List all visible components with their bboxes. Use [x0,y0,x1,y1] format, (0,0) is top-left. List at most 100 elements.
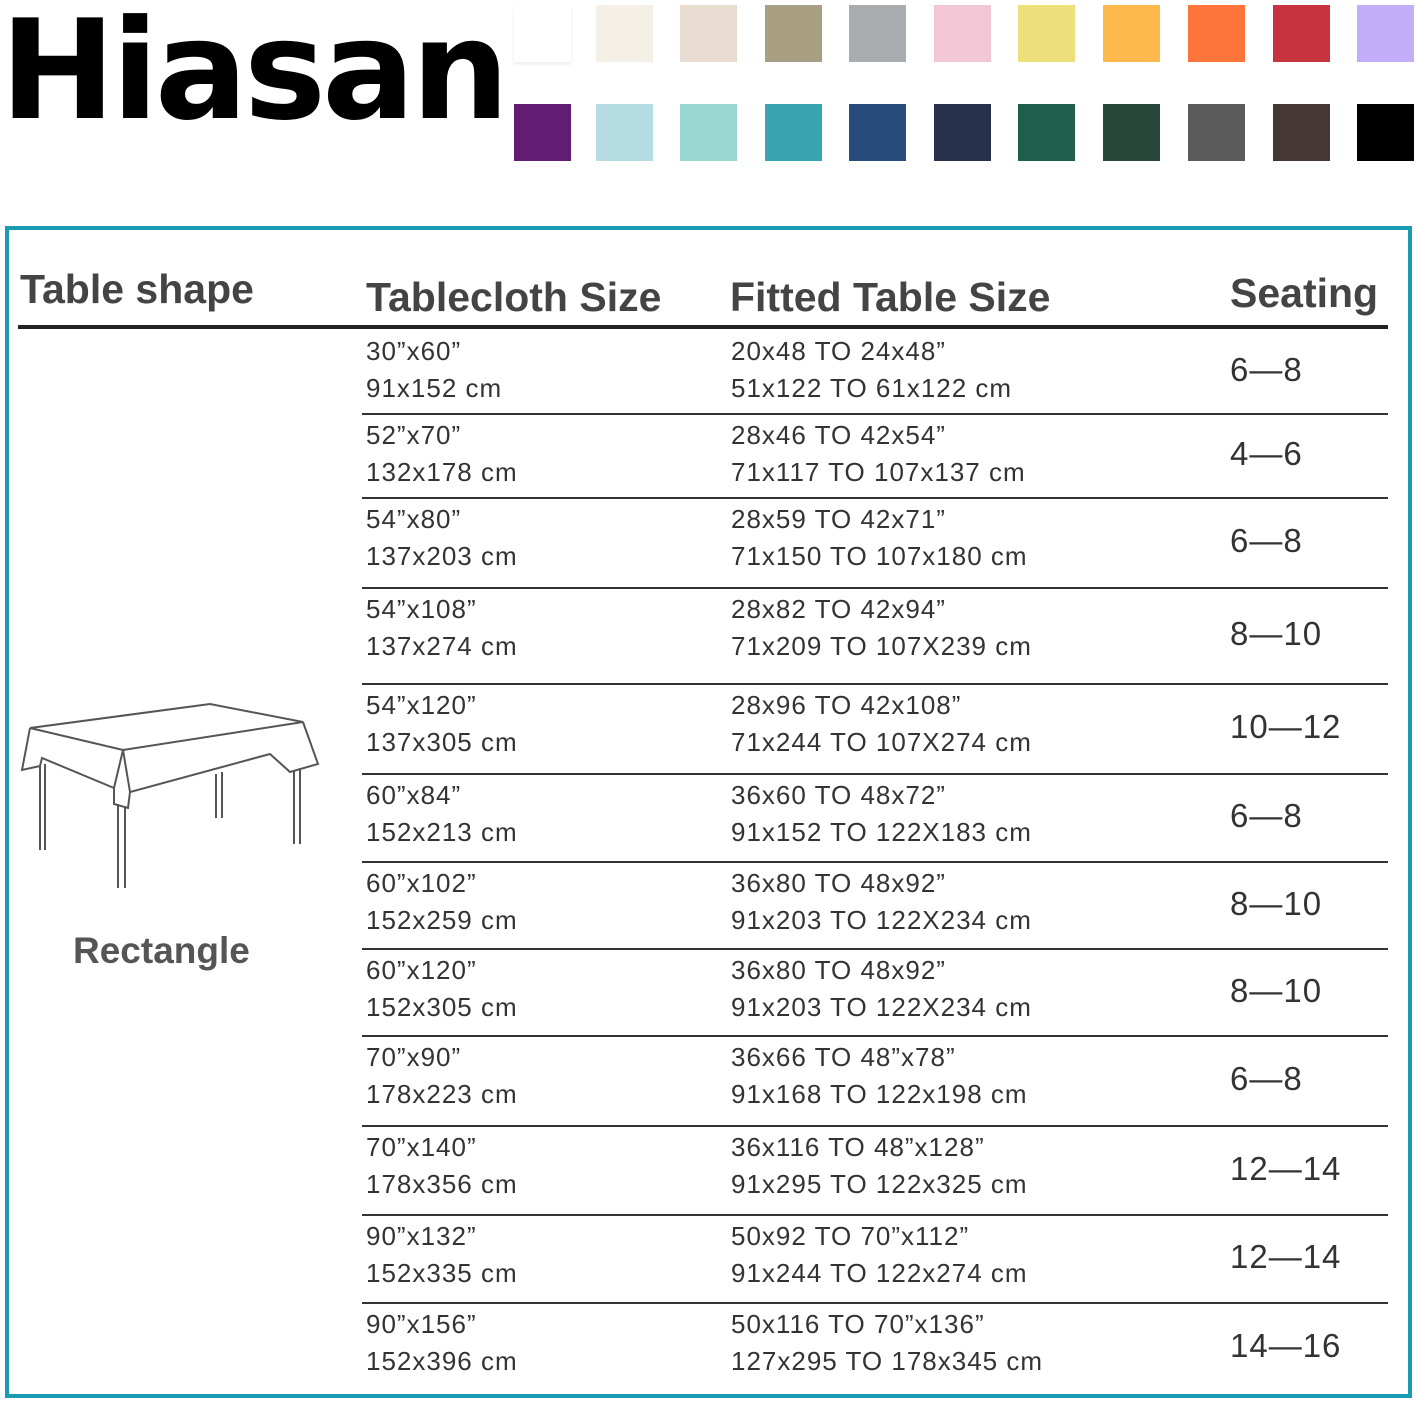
fitted-size-cm: 91x203 TO 122X234 cm [731,992,1032,1022]
table-row: 60”x120” 152x305 cm 36x80 TO 48x92” 91x203 … [362,950,1388,1037]
table-row: 90”x132” 152x335 cm 50x92 TO 70”x112” 91x24… [362,1216,1388,1304]
table-row: 54”x108” 137x274 cm 28x82 TO 42x94” 71x209 … [362,589,1388,685]
tablecloth-size-cm: 152x305 cm [366,992,518,1022]
fitted-size-cm: 91x244 TO 122x274 cm [731,1258,1028,1288]
fitted-size-inch: 50x92 TO 70”x112” [731,1221,970,1251]
seating-count: 6—8 [1230,522,1303,559]
table-row: 70”x90” 178x223 cm 36x66 TO 48”x78” 91x168 … [362,1037,1388,1127]
color-swatch [1357,5,1414,62]
rectangle-table-icon [20,702,320,888]
fitted-size-cm: 71x209 TO 107X239 cm [731,631,1032,661]
color-swatch [934,104,991,161]
color-swatch [1103,104,1160,161]
table-row: 60”x84” 152x213 cm 36x60 TO 48x72” 91x152 T… [362,775,1388,863]
fitted-size-cm: 71x150 TO 107x180 cm [731,541,1028,571]
tablecloth-size-inch: 54”x80” [366,504,462,534]
tablecloth-size-inch: 60”x84” [366,780,462,810]
tablecloth-size-inch: 60”x102” [366,868,477,898]
tablecloth-size-cm: 152x396 cm [366,1346,518,1376]
tablecloth-size-cm: 178x356 cm [366,1169,518,1199]
color-swatch [765,104,822,161]
fitted-size-inch: 28x96 TO 42x108” [731,690,962,720]
seating-count: 8—10 [1230,615,1323,652]
color-swatch [596,5,653,62]
color-swatch [596,104,653,161]
header-divider [18,325,1388,329]
fitted-size-cm: 91x295 TO 122x325 cm [731,1169,1028,1199]
tablecloth-size-inch: 52”x70” [366,420,462,450]
tablecloth-size-inch: 70”x140” [366,1132,477,1162]
tablecloth-size-inch: 30”x60” [366,336,462,366]
color-swatch [934,5,991,62]
color-swatch [1188,5,1245,62]
tablecloth-size-cm: 137x203 cm [366,541,518,571]
fitted-size-inch: 28x59 TO 42x71” [731,504,946,534]
color-swatch [1018,5,1075,62]
fitted-size-cm: 127x295 TO 178x345 cm [731,1346,1044,1376]
color-swatch [1188,104,1245,161]
tablecloth-size-inch: 60”x120” [366,955,477,985]
color-swatch [514,5,571,62]
header-tablecloth-size: Tablecloth Size [366,274,662,320]
seating-count: 6—8 [1230,1060,1303,1097]
fitted-size-cm: 71x117 TO 107x137 cm [731,457,1026,487]
color-swatch [765,5,822,62]
color-swatch [1273,5,1330,62]
fitted-size-inch: 50x116 TO 70”x136” [731,1309,985,1339]
fitted-size-inch: 36x66 TO 48”x78” [731,1042,956,1072]
color-swatch [680,5,737,62]
tablecloth-size-cm: 178x223 cm [366,1079,518,1109]
color-swatch [1273,104,1330,161]
seating-count: 12—14 [1230,1149,1342,1187]
table-row: 70”x140” 178x356 cm 36x116 TO 48”x128” 91x2… [362,1127,1388,1216]
tablecloth-size-cm: 132x178 cm [366,457,518,487]
fitted-size-cm: 51x122 TO 61x122 cm [731,373,1013,403]
color-swatch [1103,5,1160,62]
fitted-size-cm: 91x203 TO 122X234 cm [731,905,1032,935]
tablecloth-size-cm: 152x259 cm [366,905,518,935]
fitted-size-inch: 36x80 TO 48x92” [731,955,946,985]
color-swatch [849,104,906,161]
brand-logo: Hiasan [0,0,509,151]
color-swatch [1357,104,1414,161]
table-row: 54”x80” 137x203 cm 28x59 TO 42x71” 71x150 T… [362,499,1388,589]
header-table-shape: Table shape [20,266,254,312]
fitted-size-inch: 36x80 TO 48x92” [731,868,946,898]
shape-label-rectangle: Rectangle [73,930,250,971]
tablecloth-size-cm: 91x152 cm [366,373,503,403]
seating-count: 12—14 [1230,1238,1342,1275]
fitted-size-inch: 20x48 TO 24x48” [731,336,946,366]
tablecloth-size-inch: 90”x156” [366,1309,477,1339]
seating-count: 8—10 [1230,884,1323,922]
seating-count: 6—8 [1230,797,1303,834]
tablecloth-size-cm: 137x274 cm [366,631,518,661]
fitted-size-inch: 36x116 TO 48”x128” [731,1132,985,1162]
tablecloth-size-inch: 54”x108” [366,594,477,624]
table-row: 52”x70” 132x178 cm 28x46 TO 42x54” 71x117 T… [362,415,1388,499]
tablecloth-size-inch: 70”x90” [366,1042,462,1072]
header-fitted-table-size: Fitted Table Size [730,274,1051,320]
table-row: 54”x120” 137x305 cm 28x96 TO 42x108” 71x244… [362,685,1388,775]
seating-count: 10—12 [1230,708,1342,745]
color-swatch [514,104,571,161]
fitted-size-cm: 71x244 TO 107X274 cm [731,727,1032,757]
tablecloth-size-inch: 90”x132” [366,1221,477,1251]
tablecloth-size-cm: 137x305 cm [366,727,518,757]
seating-count: 6—8 [1230,351,1303,388]
color-swatch [849,5,906,62]
size-chart-frame [5,226,1412,1398]
fitted-size-cm: 91x168 TO 122x198 cm [731,1079,1028,1109]
tablecloth-size-cm: 152x335 cm [366,1258,518,1288]
fitted-size-inch: 28x46 TO 42x54” [731,420,946,450]
tablecloth-size-inch: 54”x120” [366,690,477,720]
seating-count: 4—6 [1230,435,1303,472]
table-row: 30”x60” 91x152 cm 20x48 TO 24x48” 51x122 TO… [362,331,1388,415]
table-row: 90”x156” 152x396 cm 50x116 TO 70”x136” 127x… [362,1304,1388,1394]
color-swatch [1018,104,1075,161]
table-row: 60”x102” 152x259 cm 36x80 TO 48x92” 91x203 … [362,863,1388,950]
tablecloth-size-cm: 152x213 cm [366,817,518,847]
color-swatch [680,104,737,161]
fitted-size-cm: 91x152 TO 122X183 cm [731,817,1032,847]
header-seating: Seating [1230,270,1379,316]
seating-count: 14—16 [1230,1327,1342,1364]
